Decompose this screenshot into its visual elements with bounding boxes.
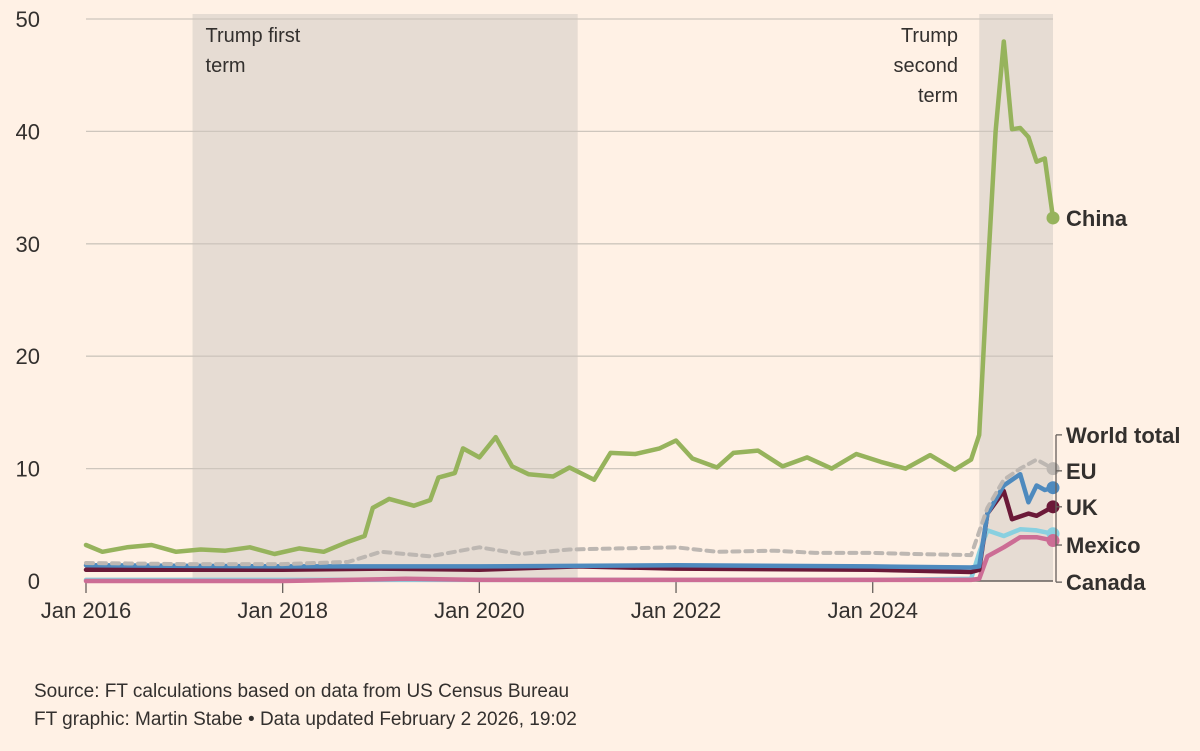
series-lines: [83, 39, 1060, 584]
credit-note: FT graphic: Martin Stabe • Data updated …: [34, 709, 577, 730]
series-line-eu: [83, 471, 1056, 570]
series-label-mexico: Mexico: [1066, 533, 1141, 558]
shaded-period-1: [192, 14, 578, 581]
y-tick-label: 0: [28, 569, 40, 594]
shaded-period-2: [979, 14, 1053, 581]
x-tick-label: Jan 2024: [827, 598, 918, 623]
x-tick-label: Jan 2016: [41, 598, 132, 623]
series-label-world-total: World total: [1066, 423, 1180, 448]
series-end-dot-eu: [1046, 481, 1060, 495]
x-axis-ticks: Jan 2016 Jan 2018 Jan 2020 Jan 2022 Jan 2024: [41, 581, 918, 623]
y-tick-label: 30: [16, 232, 40, 257]
series-end-dot-world-total: [1046, 462, 1060, 476]
x-tick-label: Jan 2018: [237, 598, 328, 623]
shaded-period-label: Trump: [901, 25, 958, 47]
series-end-dot-china: [1046, 211, 1060, 225]
shaded-period-label: term: [206, 55, 246, 77]
y-tick-label: 40: [16, 119, 40, 144]
series-line-world-total: [84, 457, 1055, 567]
series-labels: China World total EU UK Mexico Canada: [1055, 206, 1180, 595]
source-note: Source: FT calculations based on data fr…: [34, 681, 570, 702]
shaded-period-label: term: [918, 85, 958, 107]
x-tick-label: Jan 2020: [434, 598, 525, 623]
y-tick-label: 20: [16, 344, 40, 369]
line-chart: Trump first term Trump second term 0 10 20 30 40…: [16, 7, 1181, 623]
series-line-mexico: [83, 534, 1056, 584]
series-label-eu: EU: [1066, 459, 1097, 484]
shaded-period-label: Trump first: [206, 25, 301, 47]
shaded-period-label: second: [894, 55, 959, 77]
chart-footer: Source: FT calculations based on data fr…: [34, 678, 577, 734]
y-tick-label: 10: [16, 457, 40, 482]
y-tick-label: 50: [16, 7, 40, 32]
series-line-uk: [83, 488, 1056, 575]
x-tick-label: Jan 2022: [631, 598, 722, 623]
shaded-periods: Trump first term Trump second term: [192, 14, 1053, 581]
series-label-canada: Canada: [1066, 570, 1146, 595]
y-axis-ticks: 0 10 20 30 40 50: [16, 7, 40, 594]
series-line-china: [83, 39, 1056, 557]
series-label-china: China: [1066, 206, 1128, 231]
series-label-uk: UK: [1066, 495, 1098, 520]
